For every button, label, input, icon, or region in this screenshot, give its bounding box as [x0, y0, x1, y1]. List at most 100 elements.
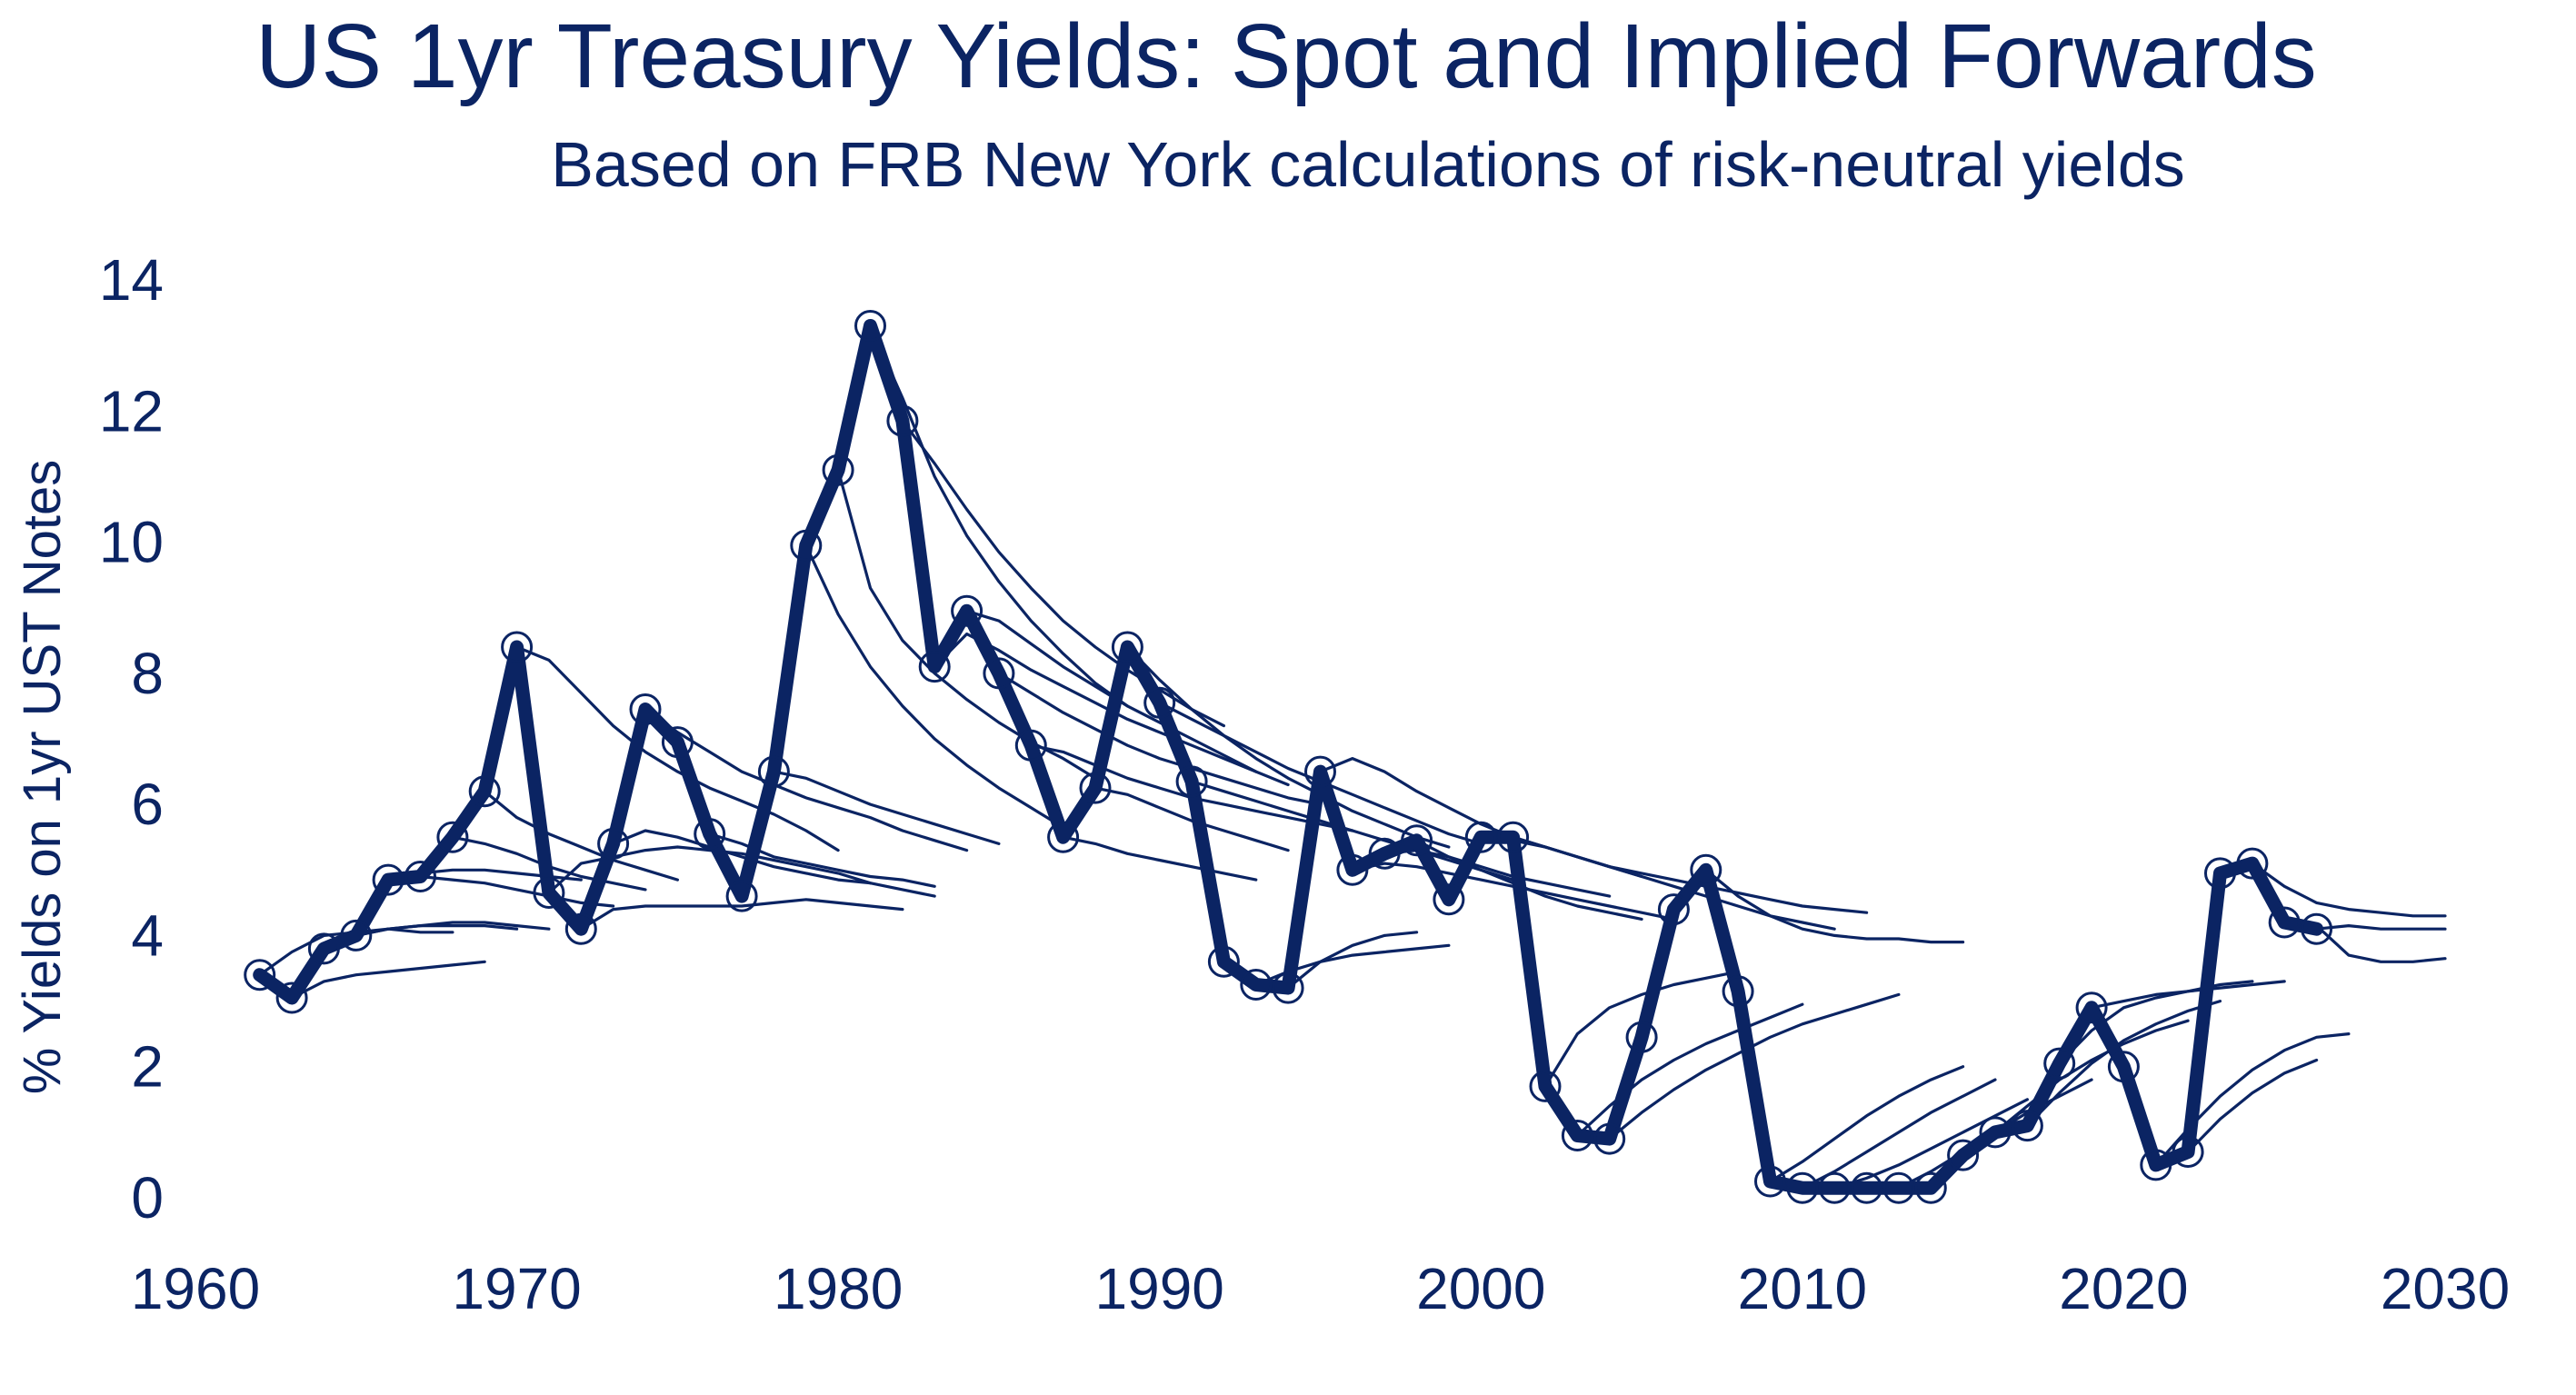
spot-point-marker [1625, 1021, 1658, 1053]
spot-point-marker [2075, 991, 2108, 1024]
forward-curves [258, 324, 2447, 1190]
spot-point-marker [886, 404, 919, 437]
spot-point-marker [1368, 837, 1401, 870]
x-tick-label: 2000 [1416, 1256, 1545, 1321]
spot-point-marker [340, 919, 373, 952]
spot-yield-line [253, 319, 2324, 1195]
forward-curve-line [1125, 645, 1451, 849]
spot-point-marker [436, 821, 469, 853]
y-tick-label: 8 [131, 641, 164, 706]
spot-point-marker [372, 863, 404, 896]
spot-point-marker [1401, 824, 1433, 857]
spot-point-marker [790, 529, 823, 562]
forward-curve-line [418, 874, 615, 908]
forward-curve-line [997, 672, 1323, 806]
spot-point-marker [1047, 821, 1080, 853]
spot-point-marker [2107, 1051, 2140, 1083]
spot-point-marker [1272, 972, 1304, 1004]
spot-point-marker [564, 912, 597, 945]
x-tick-labels: 1960 1970 1980 1990 2000 2010 2020 2030 [131, 1256, 2510, 1321]
spot-point-marker [757, 755, 790, 788]
x-tick-label: 1980 [774, 1256, 903, 1321]
y-axis-label: % Yields on 1yr UST Notes [13, 460, 72, 1094]
forward-curve-line [354, 921, 551, 938]
spot-point-marker [307, 932, 340, 965]
forward-curve-line [2251, 862, 2447, 918]
spot-point-marker [1851, 1171, 1883, 1204]
forward-curve-line [804, 543, 1065, 830]
spot-point-marker [404, 861, 436, 892]
spot-point-marker [1240, 969, 1273, 1001]
forward-curve-line [2025, 999, 2222, 1128]
y-tick-label: 2 [131, 1034, 164, 1100]
forward-curve-line [2186, 1058, 2319, 1154]
spot-point-marker [1529, 1070, 1562, 1102]
spot-point-marker [2172, 1136, 2204, 1168]
spot-point-marker [1690, 853, 1722, 886]
x-tick-label: 2010 [1738, 1256, 1867, 1321]
forward-curve-line [868, 324, 1130, 708]
forward-curve-line [708, 832, 936, 888]
forward-curve-line [1543, 970, 1740, 1089]
spot-point-marker [1786, 1171, 1819, 1204]
y-tick-label: 0 [131, 1165, 164, 1231]
x-tick-label: 2020 [2059, 1256, 2188, 1321]
forward-curve-line [1704, 868, 1965, 944]
forward-curve-line [2315, 923, 2447, 931]
spot-point-marker [694, 818, 726, 851]
x-tick-label: 1970 [452, 1256, 581, 1321]
spot-point-marker [2204, 857, 2236, 890]
spot-point-marker [1593, 1122, 1626, 1155]
spot-point-marker [2140, 1149, 2172, 1181]
spot-point-marker [725, 880, 758, 912]
forward-curve-line [579, 898, 904, 931]
spot-point-marker [468, 775, 501, 808]
forward-curve-line [772, 770, 1001, 846]
forward-curve-line [1801, 1078, 1997, 1190]
spot-point-marker [822, 453, 854, 486]
spot-point-marker [1304, 755, 1336, 788]
spot-point-marker [1207, 945, 1240, 978]
spot-point-marker [597, 827, 630, 860]
spot-point-marker [1336, 853, 1369, 886]
spot-point-marker [1143, 686, 1176, 719]
forward-curve-line [611, 829, 936, 898]
forward-curve-line [644, 707, 969, 852]
y-tick-label: 14 [99, 247, 164, 313]
spot-point-marker [951, 594, 983, 627]
forward-curve-line [1414, 839, 1643, 922]
spot-point-marker [983, 657, 1015, 690]
spot-point-marker [2268, 906, 2301, 939]
forward-curve-line [1832, 1098, 2029, 1190]
forward-curve-line [1768, 1065, 1965, 1183]
x-tick-label: 2030 [2381, 1256, 2510, 1321]
y-tick-label: 12 [99, 378, 164, 443]
spot-point-marker [918, 651, 951, 683]
spot-point-marker [2011, 1110, 2043, 1142]
spot-point-marker [1754, 1165, 1786, 1198]
forward-curve-line [1061, 835, 1258, 882]
spot-point-marker [1947, 1139, 1980, 1171]
spot-point-marker [2301, 912, 2333, 945]
spot-point-marker [1722, 975, 1754, 1008]
spot-point-marker [1979, 1116, 2012, 1149]
forward-curve-line [290, 960, 486, 1000]
forward-curve-line [483, 790, 680, 882]
spot-point-marker [244, 959, 276, 991]
forward-curve-line [901, 419, 1226, 728]
chart-title: US 1yr Treasury Yields: Spot and Implied… [255, 5, 2317, 107]
y-tick-label: 10 [99, 510, 164, 575]
spot-point-marker [1561, 1120, 1593, 1151]
forward-curve-line [1190, 780, 1515, 882]
forward-curve-line [1608, 992, 1901, 1141]
spot-point-marker [275, 981, 308, 1014]
spot-point-marker [1882, 1171, 1915, 1204]
forward-curve-line [1286, 931, 1419, 990]
spot-point-marker [1433, 883, 1465, 916]
forward-curve-line [2058, 980, 2254, 1065]
spot-point-marker [629, 693, 662, 725]
chart-subtitle: Based on FRB New York calculations of ri… [551, 129, 2185, 200]
spot-point-marker [854, 310, 886, 342]
spot-series [253, 319, 2324, 1195]
